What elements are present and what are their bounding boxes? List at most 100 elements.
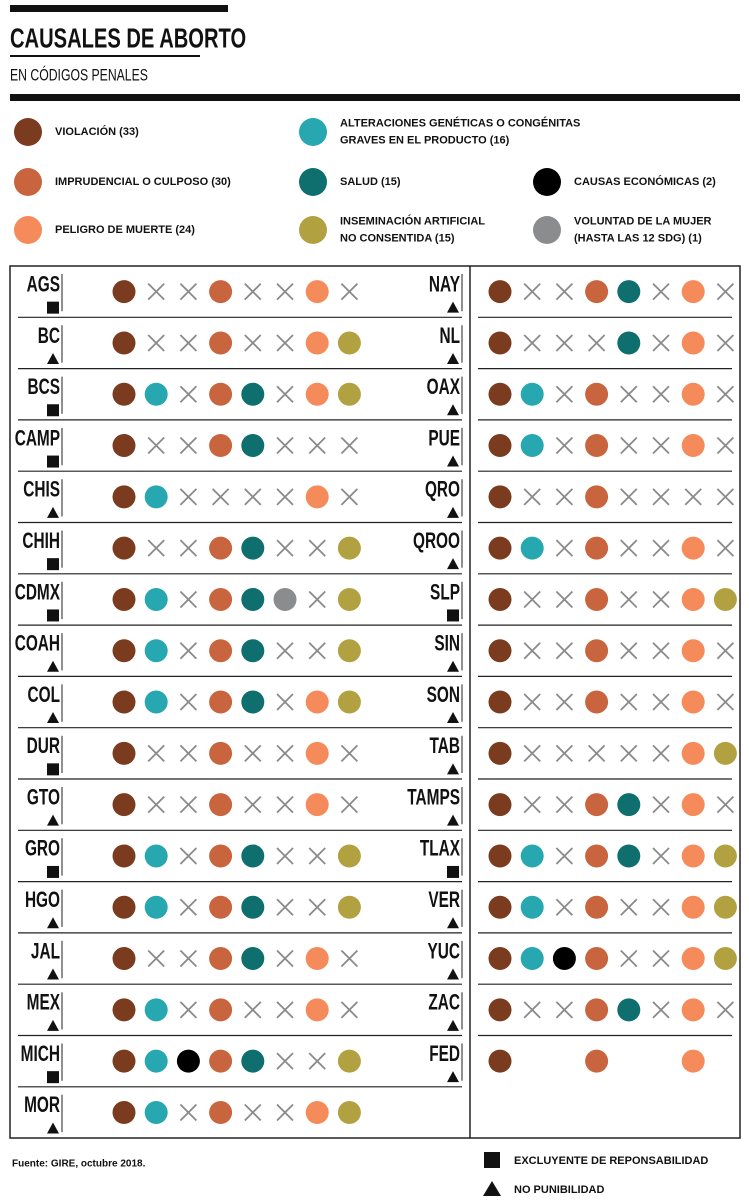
cause-absent — [244, 283, 262, 301]
cause-absent — [179, 590, 198, 609]
cause-dot — [241, 844, 265, 868]
cause-absent — [308, 590, 326, 609]
cause-dot — [112, 844, 136, 868]
cause-dot — [273, 587, 297, 611]
legend-label: INSEMINACIÓN ARTIFICIAL — [340, 214, 485, 227]
legend-label: (HASTA LAS 12 SDG) (1) — [574, 232, 702, 244]
cause-dot — [585, 639, 609, 663]
marker-triangle — [447, 352, 459, 364]
legend-swatch — [533, 168, 561, 196]
cause-dot — [209, 793, 233, 817]
cause-absent — [276, 539, 294, 557]
cause-dot — [488, 485, 512, 509]
square-key-label: EXCLUYENTE DE REPONSABILIDAD — [514, 1155, 708, 1167]
cause-dot — [488, 741, 512, 765]
marker-triangle — [47, 352, 59, 364]
cause-dot — [305, 947, 329, 971]
cause-dot — [241, 587, 265, 611]
cause-dot — [241, 639, 265, 663]
marker-triangle — [447, 712, 459, 724]
cause-absent — [716, 283, 735, 301]
cause-dot — [520, 844, 544, 868]
marker-triangle — [447, 968, 459, 980]
cause-dot — [488, 895, 512, 919]
cause-absent — [716, 488, 735, 506]
cause-dot — [520, 895, 544, 919]
cause-absent — [179, 539, 198, 557]
legend-label: VIOLACIÓN (33) — [55, 125, 139, 138]
cause-absent — [276, 693, 294, 711]
state-name: OAX — [427, 376, 461, 400]
cause-absent — [716, 693, 735, 711]
cause-dot — [305, 793, 329, 817]
cause-absent — [276, 796, 294, 814]
cause-absent — [179, 744, 198, 762]
marker-triangle — [447, 917, 459, 929]
cause-dot — [585, 536, 609, 560]
cause-dot — [585, 895, 609, 919]
legend-swatch — [299, 168, 327, 196]
cause-absent — [179, 283, 198, 301]
cause-dot — [112, 485, 136, 509]
cause-dot — [209, 690, 233, 714]
cause-absent — [555, 488, 574, 506]
marker-square — [47, 865, 59, 878]
cause-dot — [681, 434, 705, 458]
cause-dot — [520, 434, 544, 458]
cause-absent — [555, 796, 574, 814]
cause-dot — [112, 331, 136, 355]
cause-absent — [276, 642, 294, 660]
cause-dot — [337, 587, 361, 611]
cause-dot — [209, 382, 233, 406]
header-bar — [10, 94, 740, 101]
cause-absent — [555, 693, 574, 711]
cause-dot — [337, 331, 361, 355]
marker-triangle — [447, 660, 459, 672]
cause-dot — [305, 331, 329, 355]
cause-absent — [147, 283, 165, 301]
cause-absent — [555, 642, 574, 660]
cause-absent — [523, 488, 541, 506]
cause-dot — [209, 895, 233, 919]
marker-triangle — [447, 814, 459, 826]
cause-dot — [112, 998, 136, 1022]
cause-absent — [276, 898, 294, 916]
cause-dot — [617, 844, 641, 868]
marker-triangle — [47, 968, 59, 980]
cause-absent — [555, 334, 574, 352]
cause-absent — [179, 334, 198, 352]
marker-triangle — [447, 455, 459, 467]
cause-dot — [585, 793, 609, 817]
cause-absent — [179, 1001, 198, 1019]
legend-label: IMPRUDENCIAL O CULPOSO (30) — [55, 176, 231, 188]
cause-absent — [244, 796, 262, 814]
state-name: PUE — [428, 427, 460, 451]
state-name: BCS — [28, 376, 60, 400]
marker-square — [47, 609, 59, 622]
cause-dot — [520, 947, 544, 971]
cause-dot — [112, 639, 136, 663]
cause-absent — [523, 334, 541, 352]
cause-dot — [241, 947, 265, 971]
cause-absent — [523, 693, 541, 711]
cause-absent — [276, 488, 294, 506]
cause-absent — [276, 949, 294, 968]
marker-square — [47, 301, 59, 314]
cause-dot — [337, 536, 361, 560]
state-name: FED — [429, 1042, 460, 1066]
cause-dot — [681, 947, 705, 971]
cause-absent — [276, 1001, 294, 1019]
cause-dot — [209, 434, 233, 458]
cause-absent — [244, 1103, 262, 1122]
cause-absent — [716, 436, 735, 455]
cause-absent — [244, 744, 262, 762]
cause-dot — [305, 998, 329, 1022]
cause-dot — [681, 690, 705, 714]
cause-dot — [209, 1100, 233, 1124]
cause-absent — [555, 744, 574, 762]
cause-dot — [209, 1049, 233, 1073]
cause-absent — [244, 334, 262, 352]
state-name: QRO — [425, 478, 460, 502]
cause-absent — [684, 488, 702, 506]
